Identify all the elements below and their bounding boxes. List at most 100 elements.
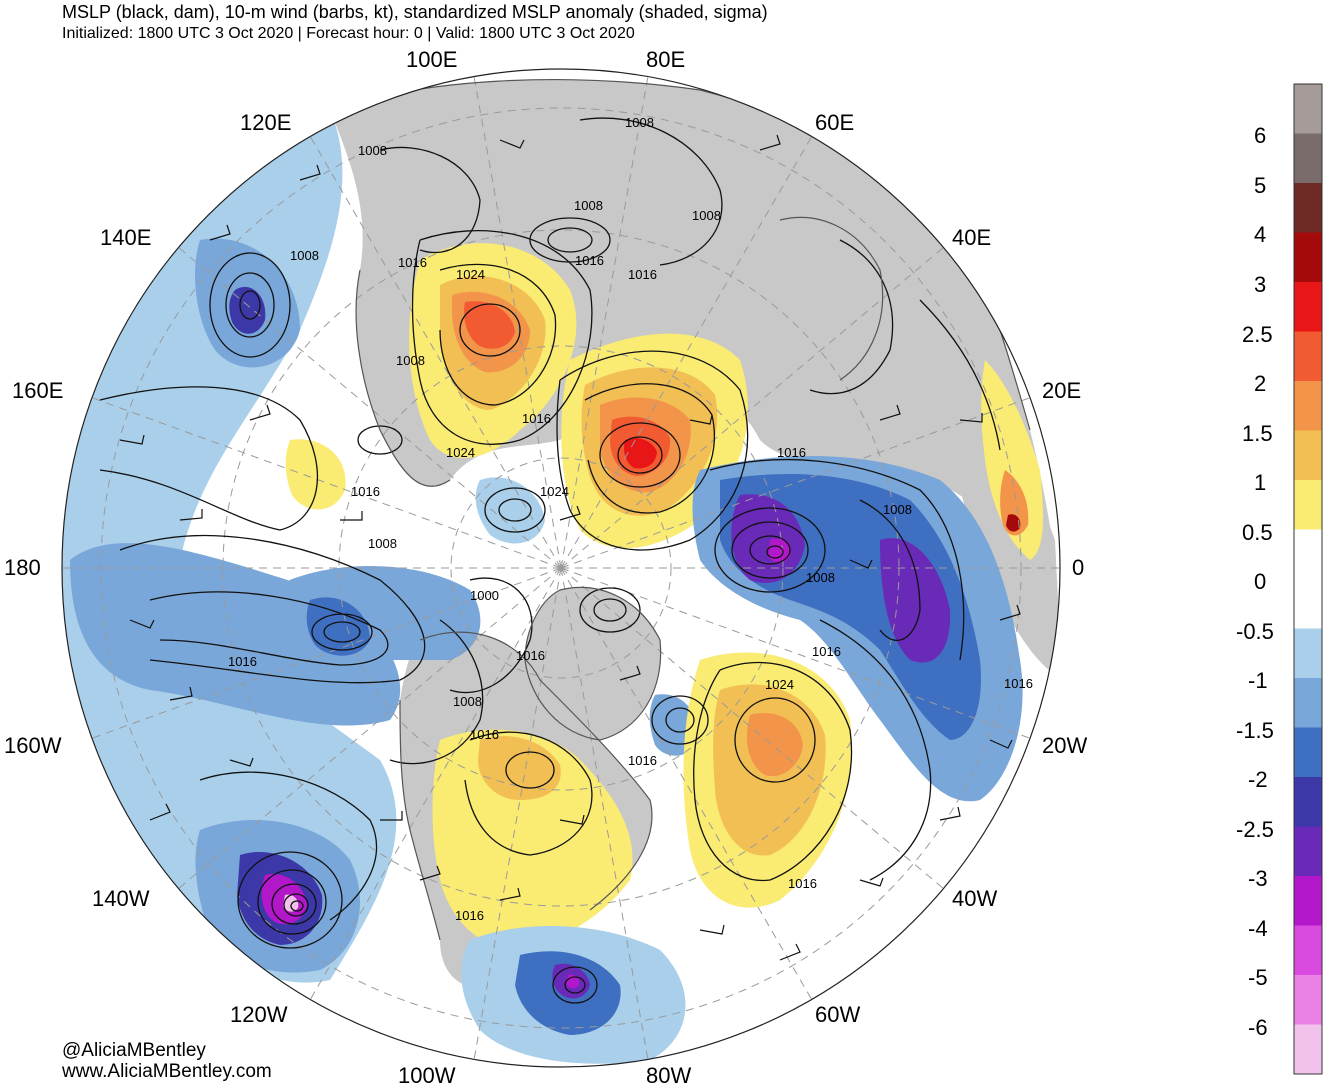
- colorbar-swatch: [1294, 876, 1322, 926]
- colorbar-label: -1.5: [1236, 718, 1274, 743]
- colorbar-swatch: [1294, 480, 1322, 530]
- lon-label-80e: 80E: [646, 47, 685, 72]
- isobar-label: 1016: [228, 654, 257, 669]
- isobar-label: 1016: [628, 267, 657, 282]
- colorbar-label: -3: [1248, 866, 1268, 891]
- isobar-label: 1008: [883, 502, 912, 517]
- lon-label-20e: 20E: [1042, 378, 1081, 403]
- isobars: [99, 117, 1001, 1004]
- colorbar-swatch: [1294, 232, 1322, 283]
- anomaly-neg-bering-core: [229, 286, 266, 334]
- colorbar-swatch: [1294, 84, 1322, 134]
- map-disc: [62, 69, 1060, 1067]
- isobar-label: 1016: [470, 727, 499, 742]
- anomaly-neg-atlantic-3: [731, 494, 805, 584]
- isobar-label: 1008: [290, 248, 319, 263]
- anomaly-pos-bering: [285, 439, 346, 510]
- anomaly-pos-east-europe-3: [1006, 514, 1021, 532]
- isobar-label: 1008: [625, 115, 654, 130]
- colorbar-labels: 6 5 4 3 2.5 2 1.5 1 0.5 0 -0.5 -1 -1.5 -…: [1236, 123, 1274, 1040]
- colorbar-label: 1.5: [1242, 421, 1273, 446]
- isobar-label: 1008: [574, 198, 603, 213]
- colorbar-label: -5: [1248, 965, 1268, 990]
- map-border: [61, 68, 1061, 1068]
- isobar-labels: 1008 1008 1008 1008 1016 1016 1016 1024 …: [228, 115, 1033, 923]
- isobar-label: 1008: [358, 143, 387, 158]
- isobar-label: 1024: [446, 445, 475, 460]
- colorbar-swatch: [1294, 133, 1322, 184]
- isobar-label: 1024: [765, 677, 794, 692]
- colorbar-swatch: [1294, 381, 1322, 431]
- graticule: [62, 75, 1060, 1061]
- isobar-label: 1008: [806, 570, 835, 585]
- anomaly-neg-hudson: [475, 477, 545, 544]
- land-scandinavia: [773, 217, 883, 381]
- colorbar-swatch: [1294, 183, 1322, 233]
- colorbar-label: -4: [1248, 916, 1268, 941]
- colorbar-label: 1: [1254, 470, 1266, 495]
- isobar-label: 1016: [1004, 676, 1033, 691]
- colorbar-label: 0.5: [1242, 520, 1273, 545]
- anomaly-pos-siberia-4: [464, 301, 515, 349]
- credit-website: www.AliciaMBentley.com: [62, 1061, 272, 1082]
- lon-label-40w: 40W: [952, 886, 997, 911]
- isobar-label: 1016: [575, 253, 604, 268]
- colorbar-swatch: [1294, 628, 1322, 679]
- isobar-label: 1024: [456, 267, 485, 282]
- anomaly-neg-pacific: [62, 110, 397, 983]
- isobar-label: 1016: [777, 445, 806, 460]
- colorbar-label: -0.5: [1236, 619, 1274, 644]
- colorbar-label: 0: [1254, 569, 1266, 594]
- lon-label-120w: 120W: [230, 1002, 288, 1027]
- anomaly-neg-pacific-deep: [70, 543, 401, 726]
- lon-label-160e: 160E: [12, 378, 63, 403]
- isobar-label: 1016: [398, 255, 427, 270]
- lon-label-0: 0: [1072, 555, 1084, 580]
- isobar-label: 1016: [516, 648, 545, 663]
- colorbar-swatch: [1294, 678, 1322, 728]
- isobar-label: 1016: [351, 484, 380, 499]
- isobar-label: 1024: [540, 484, 569, 499]
- colorbar-label: -2: [1248, 767, 1268, 792]
- isobar-label: 1008: [453, 694, 482, 709]
- colorbar-label: 2.5: [1242, 322, 1273, 347]
- credit-handle: @AliciaMBentley: [62, 1040, 206, 1061]
- isobar-label: 1016: [522, 411, 551, 426]
- colorbar: [1293, 83, 1323, 1075]
- colorbar-label: -1: [1248, 668, 1268, 693]
- colorbar-frame: [1293, 83, 1323, 1075]
- anomaly-pos-namerica-2: [478, 736, 561, 800]
- chart-title: MSLP (black, dam), 10-m wind (barbs, kt)…: [62, 2, 768, 22]
- lon-label-160w: 160W: [4, 733, 62, 758]
- colorbar-swatch: [1294, 331, 1322, 382]
- longitude-labels: 100E 80E 120E 60E 140E 40E 160E 20E 180 …: [4, 47, 1087, 1086]
- colorbar-swatch: [1294, 430, 1322, 481]
- isobar-label: 1008: [368, 536, 397, 551]
- isobar-label: 1016: [628, 753, 657, 768]
- colorbar-label: 4: [1254, 222, 1266, 247]
- isobar-label: 1008: [396, 353, 425, 368]
- lon-label-100e: 100E: [406, 47, 457, 72]
- colorbar-swatch: [1294, 925, 1322, 976]
- chart-subtitle: Initialized: 1800 UTC 3 Oct 2020 | Forec…: [62, 25, 635, 42]
- colorbar-swatch: [1294, 282, 1322, 332]
- colorbar-label: 2: [1254, 371, 1266, 396]
- anomaly-pos-east-europe-2: [1000, 470, 1029, 536]
- lon-label-140e: 140E: [100, 225, 151, 250]
- colorbar-swatch: [1294, 529, 1322, 580]
- colorbar-swatch: [1294, 1024, 1322, 1075]
- lon-label-120e: 120E: [240, 110, 291, 135]
- lon-label-60e: 60E: [815, 110, 854, 135]
- anomaly-pos-natl-3: [746, 713, 803, 777]
- colorbar-label: 5: [1254, 173, 1266, 198]
- lon-label-40e: 40E: [952, 225, 991, 250]
- lon-label-180: 180: [4, 555, 41, 580]
- lon-label-20w: 20W: [1042, 733, 1087, 758]
- colorbar-label: -2.5: [1236, 817, 1274, 842]
- colorbar-label: 3: [1254, 272, 1266, 297]
- isobar-label: 1016: [455, 908, 484, 923]
- colorbar-label: 6: [1254, 123, 1266, 148]
- anomaly-pos-namerica: [432, 729, 633, 950]
- lon-label-100w: 100W: [398, 1063, 456, 1086]
